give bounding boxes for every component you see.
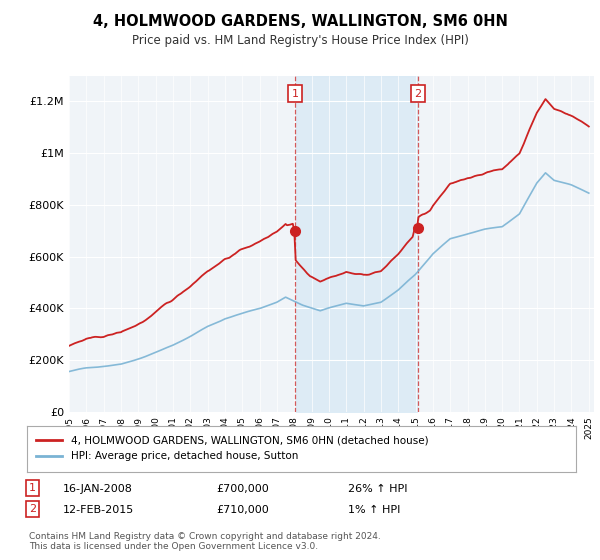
- Text: £710,000: £710,000: [216, 505, 269, 515]
- Text: 1: 1: [29, 483, 36, 493]
- Text: 12-FEB-2015: 12-FEB-2015: [63, 505, 134, 515]
- Text: Contains HM Land Registry data © Crown copyright and database right 2024.
This d: Contains HM Land Registry data © Crown c…: [29, 532, 380, 552]
- Text: 26% ↑ HPI: 26% ↑ HPI: [348, 484, 407, 494]
- Text: 1% ↑ HPI: 1% ↑ HPI: [348, 505, 400, 515]
- Text: £700,000: £700,000: [216, 484, 269, 494]
- Legend: 4, HOLMWOOD GARDENS, WALLINGTON, SM6 0HN (detached house), HPI: Average price, d: 4, HOLMWOOD GARDENS, WALLINGTON, SM6 0HN…: [31, 431, 434, 466]
- Text: Price paid vs. HM Land Registry's House Price Index (HPI): Price paid vs. HM Land Registry's House …: [131, 34, 469, 46]
- Text: 4, HOLMWOOD GARDENS, WALLINGTON, SM6 0HN: 4, HOLMWOOD GARDENS, WALLINGTON, SM6 0HN: [92, 14, 508, 29]
- Text: 16-JAN-2008: 16-JAN-2008: [63, 484, 133, 494]
- Text: 2: 2: [414, 88, 421, 99]
- Text: 2: 2: [29, 504, 36, 514]
- Text: 1: 1: [292, 88, 298, 99]
